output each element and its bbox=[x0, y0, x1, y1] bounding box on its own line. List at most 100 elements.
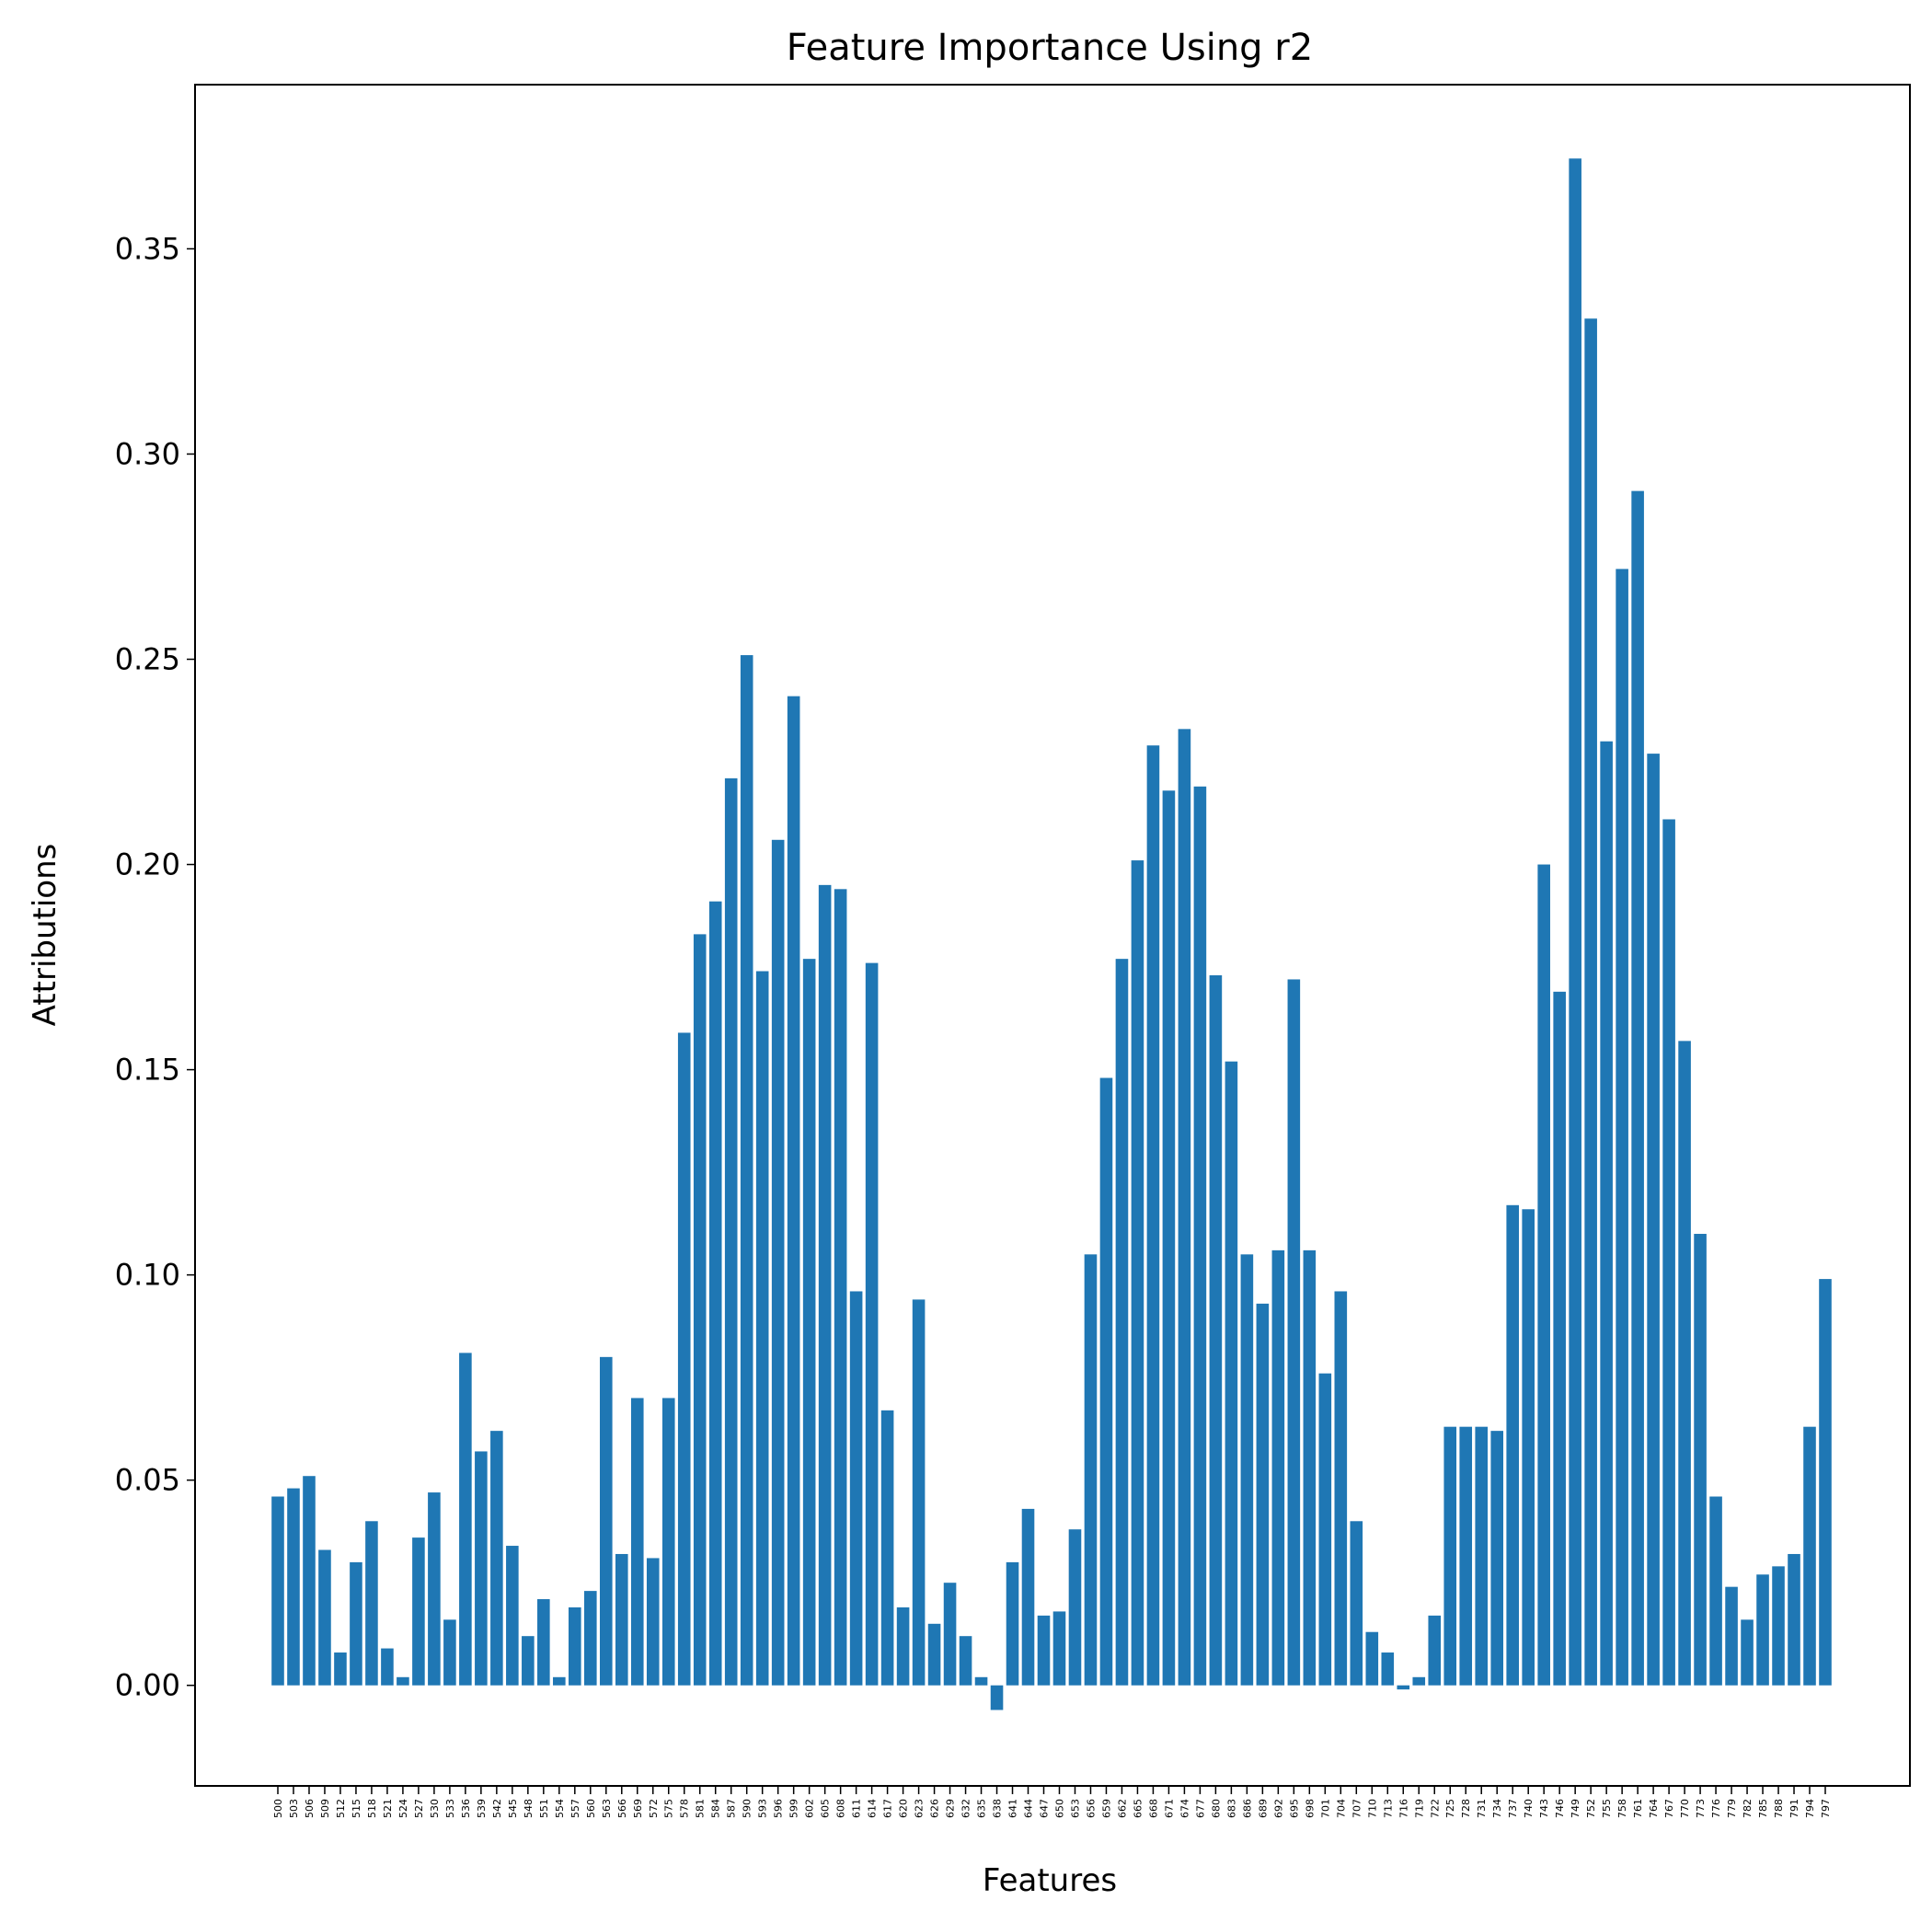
x-axis-label: Features bbox=[983, 1862, 1117, 1899]
bar-791 bbox=[1788, 1553, 1800, 1686]
bar-740 bbox=[1522, 1209, 1535, 1686]
y-tick-label: 0.05 bbox=[115, 1463, 180, 1498]
bar-539 bbox=[475, 1451, 488, 1686]
x-tick-label: 575 bbox=[663, 1799, 675, 1818]
x-tick-label: 614 bbox=[867, 1799, 879, 1818]
bar-521 bbox=[381, 1648, 394, 1686]
x-tick-label: 797 bbox=[1820, 1799, 1832, 1818]
x-tick-label: 788 bbox=[1773, 1799, 1785, 1818]
bar-788 bbox=[1772, 1566, 1785, 1686]
bar-665 bbox=[1131, 860, 1144, 1686]
bar-533 bbox=[443, 1619, 456, 1686]
x-tick-label: 569 bbox=[632, 1799, 644, 1818]
y-tick-label: 0.35 bbox=[115, 231, 180, 266]
x-tick-label: 617 bbox=[882, 1799, 894, 1818]
x-tick-label: 554 bbox=[554, 1799, 566, 1818]
plot-frame bbox=[194, 84, 1911, 1787]
bar-590 bbox=[740, 655, 753, 1686]
x-tick-label: 662 bbox=[1116, 1799, 1128, 1818]
bar-770 bbox=[1678, 1041, 1691, 1686]
x-tick-label: 629 bbox=[945, 1799, 957, 1818]
x-tick-label: 593 bbox=[757, 1799, 769, 1818]
bar-509 bbox=[318, 1549, 331, 1686]
bar-587 bbox=[724, 777, 738, 1686]
x-tick-label: 710 bbox=[1366, 1799, 1378, 1818]
bar-668 bbox=[1146, 745, 1160, 1686]
x-tick-label: 728 bbox=[1460, 1799, 1472, 1818]
y-tick-label: 0.30 bbox=[115, 436, 180, 471]
bar-569 bbox=[630, 1398, 644, 1686]
x-tick-label: 749 bbox=[1570, 1799, 1581, 1818]
x-tick-label: 509 bbox=[319, 1799, 331, 1818]
bar-545 bbox=[506, 1546, 519, 1686]
x-tick-label: 785 bbox=[1757, 1799, 1769, 1818]
x-tick-label: 548 bbox=[523, 1799, 535, 1818]
bar-734 bbox=[1490, 1431, 1504, 1686]
bar-671 bbox=[1162, 790, 1176, 1686]
bar-719 bbox=[1412, 1676, 1426, 1686]
x-tick-label: 656 bbox=[1085, 1799, 1097, 1818]
x-tick-label: 635 bbox=[976, 1799, 988, 1818]
x-tick-label: 518 bbox=[366, 1799, 378, 1818]
x-tick-label: 623 bbox=[914, 1799, 926, 1818]
bar-563 bbox=[599, 1356, 613, 1686]
bar-557 bbox=[569, 1606, 581, 1686]
y-tick-label: 0.00 bbox=[115, 1668, 180, 1703]
x-tick-label: 542 bbox=[491, 1799, 503, 1818]
x-tick-label: 761 bbox=[1632, 1799, 1644, 1818]
x-tick-label: 530 bbox=[429, 1799, 441, 1818]
bar-683 bbox=[1225, 1061, 1238, 1686]
bar-620 bbox=[896, 1606, 910, 1686]
bar-698 bbox=[1303, 1249, 1317, 1686]
bar-500 bbox=[271, 1496, 284, 1686]
x-tick-label: 779 bbox=[1726, 1799, 1738, 1818]
x-tick-label: 791 bbox=[1788, 1799, 1800, 1818]
x-tick-label: 755 bbox=[1601, 1799, 1613, 1818]
x-tick-label: 536 bbox=[460, 1799, 472, 1818]
y-tick-label: 0.20 bbox=[115, 847, 180, 882]
x-tick-label: 647 bbox=[1039, 1799, 1051, 1818]
x-tick-label: 764 bbox=[1648, 1799, 1660, 1818]
x-tick-label: 752 bbox=[1585, 1799, 1597, 1818]
bar-767 bbox=[1662, 819, 1675, 1686]
y-tick-label: 0.10 bbox=[115, 1258, 180, 1293]
x-tick-label: 527 bbox=[413, 1799, 425, 1818]
bar-779 bbox=[1725, 1586, 1738, 1686]
x-tick-label: 701 bbox=[1319, 1799, 1331, 1818]
bar-593 bbox=[755, 971, 769, 1686]
x-tick-label: 503 bbox=[288, 1799, 300, 1818]
x-tick-label: 698 bbox=[1304, 1799, 1316, 1818]
bar-554 bbox=[553, 1676, 566, 1686]
bar-644 bbox=[1021, 1508, 1035, 1686]
bar-722 bbox=[1428, 1615, 1442, 1686]
x-tick-label: 746 bbox=[1554, 1799, 1566, 1818]
x-tick-label: 539 bbox=[476, 1799, 488, 1818]
bar-575 bbox=[661, 1398, 675, 1686]
bar-608 bbox=[834, 889, 847, 1686]
bar-584 bbox=[708, 901, 722, 1686]
bar-626 bbox=[927, 1623, 941, 1686]
x-axis: 500 503 506 509 512 515 518 521 524 527 530 533 536 5… bbox=[272, 1786, 1832, 1818]
x-tick-label: 533 bbox=[444, 1799, 456, 1818]
bar-707 bbox=[1350, 1521, 1363, 1686]
bar-725 bbox=[1443, 1426, 1457, 1686]
bar-656 bbox=[1084, 1254, 1098, 1686]
x-tick-label: 515 bbox=[351, 1799, 362, 1818]
bar-527 bbox=[412, 1537, 425, 1686]
x-tick-label: 584 bbox=[710, 1799, 722, 1818]
x-tick-label: 782 bbox=[1742, 1799, 1754, 1818]
bar-713 bbox=[1381, 1652, 1395, 1686]
x-tick-label: 731 bbox=[1476, 1799, 1488, 1818]
y-axis: 0.00 0.05 0.10 0.15 0.20 0.25 0.30 0.35 bbox=[115, 231, 195, 1703]
x-tick-label: 611 bbox=[851, 1799, 863, 1818]
y-tick-label: 0.25 bbox=[115, 642, 180, 677]
x-tick-label: 668 bbox=[1147, 1799, 1159, 1818]
x-tick-label: 704 bbox=[1335, 1799, 1347, 1818]
bar-662 bbox=[1115, 959, 1129, 1686]
x-tick-label: 521 bbox=[382, 1799, 394, 1818]
x-tick-label: 743 bbox=[1538, 1799, 1550, 1818]
x-tick-label: 644 bbox=[1023, 1799, 1035, 1818]
bar-611 bbox=[849, 1291, 863, 1686]
x-tick-label: 767 bbox=[1663, 1799, 1675, 1818]
bar-794 bbox=[1803, 1426, 1816, 1686]
